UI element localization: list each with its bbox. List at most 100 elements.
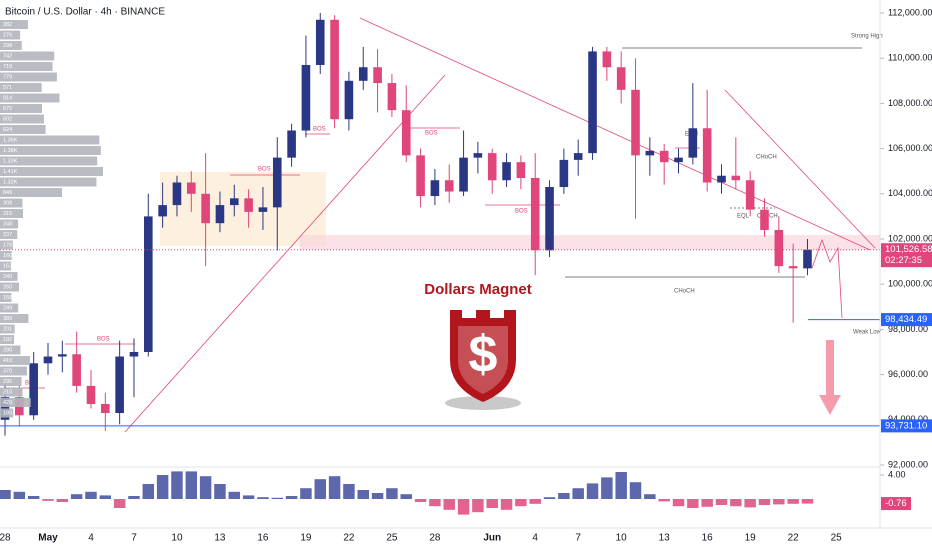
x-tick-label: 19	[300, 533, 312, 544]
histogram-bar	[801, 499, 814, 504]
candle-body	[158, 205, 167, 217]
profile-bar	[0, 356, 30, 365]
profile-bar	[0, 408, 14, 418]
trend-line	[724, 89, 876, 249]
histogram-bar	[787, 499, 799, 504]
profile-label: 180	[3, 410, 12, 416]
profile-bar	[0, 366, 28, 376]
down-arrow	[819, 340, 841, 415]
histogram-bar	[343, 484, 355, 499]
profile-label: 237	[3, 232, 12, 238]
x-tick-label: 16	[257, 533, 269, 544]
x-tick-label: 25	[386, 533, 398, 544]
profile-bar	[0, 282, 19, 292]
histogram-bar	[429, 499, 441, 507]
annotation: CHoCH	[674, 289, 695, 295]
profile-bar	[0, 251, 12, 260]
logo-shield	[450, 310, 516, 402]
candle-body	[115, 356, 124, 414]
histogram-bar	[672, 499, 685, 507]
candle-body	[186, 182, 196, 194]
profile-label: 849	[3, 190, 12, 196]
annotation: Strong High	[851, 34, 883, 40]
profile-bar	[0, 93, 60, 103]
candle-body	[530, 177, 540, 251]
profile-bar	[0, 240, 13, 250]
profile-label: 389	[3, 316, 12, 322]
candle-body	[58, 354, 67, 357]
profile-bar	[0, 20, 28, 29]
profile-label: 192	[3, 337, 12, 343]
candle-body	[272, 157, 282, 208]
histogram-bar	[457, 499, 470, 515]
profile-bar	[0, 30, 21, 40]
y-tick-label: 110,000.00	[888, 53, 932, 63]
candle-body	[72, 354, 81, 386]
histogram-bar	[658, 499, 670, 502]
profile-bar	[0, 377, 22, 386]
histogram-bar	[400, 494, 412, 499]
candle-body	[487, 153, 497, 181]
profile-bar	[0, 198, 23, 208]
supply-zone	[300, 235, 880, 250]
profile-label: 1.38K	[3, 148, 18, 154]
candle-body	[717, 175, 726, 183]
candle-body	[101, 403, 110, 414]
x-tick-label: 4	[532, 533, 538, 544]
candle-body	[573, 153, 583, 160]
histogram-bar	[257, 497, 269, 499]
profile-bar	[0, 177, 97, 187]
price-badge-label: 93,731.10	[885, 420, 927, 431]
y-tick-label: 4.00	[888, 469, 906, 479]
profile-bar	[0, 230, 18, 239]
histogram-bar	[242, 495, 255, 499]
candle-body	[43, 356, 53, 364]
profile-label: 742	[3, 53, 12, 59]
histogram-bar	[171, 471, 183, 499]
candle-body	[788, 266, 798, 269]
profile-label: 571	[3, 85, 12, 91]
histogram-bar	[443, 499, 455, 510]
candle-body	[0, 397, 10, 420]
annotation: BOS	[97, 337, 110, 343]
profile-label: 779	[3, 74, 12, 80]
histogram-bar	[572, 488, 584, 499]
profile-bar	[0, 261, 12, 271]
histogram-bar	[70, 494, 83, 499]
annotation: BOS	[515, 209, 528, 215]
histogram-bar	[615, 472, 627, 499]
profile-label: 249	[3, 305, 12, 311]
histogram-bar	[128, 496, 140, 499]
candle-body	[774, 229, 784, 267]
annotation: BOS	[425, 131, 438, 137]
candle-body	[631, 89, 640, 156]
profile-label: 1.33K	[3, 158, 18, 164]
histogram-bar	[56, 499, 69, 502]
price-badge	[881, 243, 932, 268]
x-tick-label: 4	[88, 533, 94, 544]
profile-label: 1.32K	[3, 179, 18, 185]
profile-bar	[0, 345, 21, 355]
profile-label: 160	[3, 253, 12, 259]
annotation: EQL	[737, 214, 750, 220]
profile-label: 201	[3, 326, 12, 332]
candle-body	[258, 207, 268, 212]
candle-body	[244, 198, 253, 212]
candle-body	[86, 385, 96, 404]
candle-body	[731, 175, 741, 181]
profile-label: 624	[3, 127, 12, 133]
candle-body	[602, 51, 612, 68]
candle-body	[559, 159, 569, 188]
histogram-bar	[27, 496, 40, 499]
candle-body	[588, 51, 597, 154]
candle-body	[287, 130, 296, 158]
histogram-bar	[99, 495, 112, 499]
logo-shadow	[445, 396, 521, 410]
profile-label: 176	[3, 242, 12, 248]
x-tick-label: 16	[702, 533, 714, 544]
y-tick-label: 112,000.00	[888, 7, 932, 17]
profile-bar	[0, 114, 44, 124]
candle-body	[129, 351, 139, 357]
candle-body	[344, 80, 354, 120]
histogram-bar	[773, 499, 785, 505]
